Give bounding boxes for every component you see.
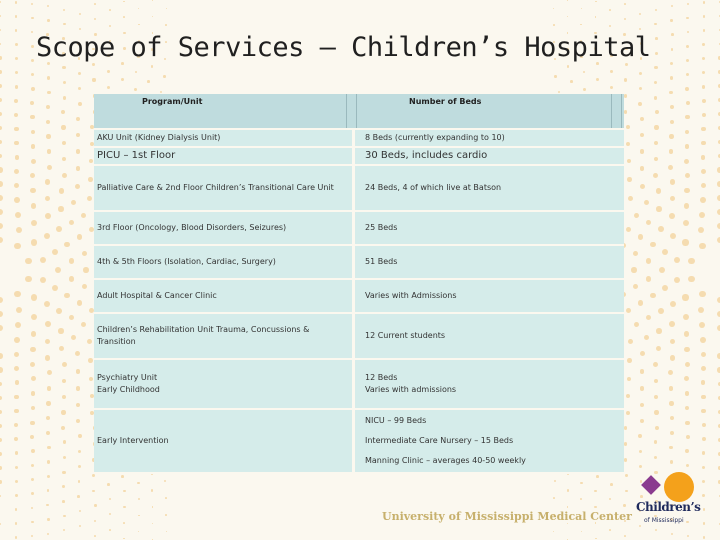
header-program-unit: Program/Unit xyxy=(142,97,203,106)
program-text: Early Childhood xyxy=(97,385,160,394)
beds-text: NICU – 99 Beds xyxy=(365,416,427,425)
program-text: 3rd Floor (Oncology, Blood Disorders, Se… xyxy=(97,223,287,232)
beds-text: Varies with admissions xyxy=(365,385,457,394)
beds-cell: Varies with Admissions xyxy=(352,280,624,312)
table-row: AKU Unit (Kidney Dialysis Unit) 8 Beds (c… xyxy=(94,130,624,148)
table-row: Palliative Care & 2nd Floor Children’s T… xyxy=(94,166,624,212)
program-cell: Adult Hospital & Cancer Clinic xyxy=(94,280,352,312)
table-row: Psychiatry Unit Early Childhood 12 Beds Var… xyxy=(94,360,624,410)
table-row: 4th & 5th Floors (Isolation, Cardiac, Su… xyxy=(94,246,624,280)
table-row: 3rd Floor (Oncology, Blood Disorders, Se… xyxy=(94,212,624,246)
kite-icon xyxy=(641,475,661,495)
program-text: Psychiatry Unit xyxy=(97,373,158,382)
table-row: Children’s Rehabilitation Unit Trauma, C… xyxy=(94,314,624,360)
program-cell: Early Intervention xyxy=(94,410,352,472)
header-number-of-beds: Number of Beds xyxy=(409,97,482,106)
program-cell: Palliative Care & 2nd Floor Children’s T… xyxy=(94,166,352,210)
slide-title: Scope of Services – Children’s Hospital xyxy=(36,32,651,63)
beds-text: Varies with Admissions xyxy=(365,291,457,300)
beds-text: 12 Beds xyxy=(365,373,398,382)
beds-text: 12 Current students xyxy=(365,331,446,340)
beds-text: 24 Beds, 4 of which live at Batson xyxy=(365,183,502,192)
beds-cell: 12 Beds Varies with admissions xyxy=(352,360,624,408)
program-cell: Psychiatry Unit Early Childhood xyxy=(94,360,352,408)
program-text: 4th & 5th Floors (Isolation, Cardiac, Su… xyxy=(97,257,276,266)
table-row: Early Intervention NICU – 99 Beds Intermed… xyxy=(94,410,624,474)
university-name: University of Mississippi Medical Center xyxy=(382,510,632,523)
beds-text: 8 Beds (currently expanding to 10) xyxy=(365,133,505,142)
beds-text: Manning Clinic – averages 40-50 weekly xyxy=(365,456,526,465)
services-table: Program/Unit Number of Beds AKU Unit (Ki… xyxy=(94,94,624,474)
table-row: PICU – 1st Floor 30 Beds, includes cardio xyxy=(94,148,624,166)
decorative-dots-right xyxy=(550,0,720,540)
table-row: Adult Hospital & Cancer Clinic Varies wit… xyxy=(94,280,624,314)
sun-icon xyxy=(664,472,694,502)
beds-cell: 25 Beds xyxy=(352,212,624,244)
program-cell: Children’s Rehabilitation Unit Trauma, C… xyxy=(94,314,352,358)
beds-text: 30 Beds, includes cardio xyxy=(365,150,488,161)
program-text: Palliative Care & 2nd Floor Children’s T… xyxy=(97,183,334,192)
beds-text: 51 Beds xyxy=(365,257,398,266)
logo-brand-text: Children’s xyxy=(636,500,701,514)
logo-sub-text: of Mississippi xyxy=(644,517,684,524)
program-text: Children’s Rehabilitation Unit Trauma, C… xyxy=(97,325,310,346)
beds-cell: 8 Beds (currently expanding to 10) xyxy=(352,130,624,146)
program-cell: 3rd Floor (Oncology, Blood Disorders, Se… xyxy=(94,212,352,244)
childrens-of-mississippi-logo: Children’s of Mississippi xyxy=(634,470,704,532)
beds-text: 25 Beds xyxy=(365,223,398,232)
beds-cell: 51 Beds xyxy=(352,246,624,278)
program-text: PICU – 1st Floor xyxy=(97,150,176,161)
program-text: Adult Hospital & Cancer Clinic xyxy=(97,291,217,300)
program-cell: 4th & 5th Floors (Isolation, Cardiac, Su… xyxy=(94,246,352,278)
program-cell: AKU Unit (Kidney Dialysis Unit) xyxy=(94,130,352,146)
program-text: AKU Unit (Kidney Dialysis Unit) xyxy=(97,133,221,142)
program-cell: PICU – 1st Floor xyxy=(94,148,352,164)
beds-text: Intermediate Care Nursery – 15 Beds xyxy=(365,436,514,445)
beds-cell: NICU – 99 Beds Intermediate Care Nursery … xyxy=(352,410,624,472)
beds-cell: 30 Beds, includes cardio xyxy=(352,148,624,164)
beds-cell: 24 Beds, 4 of which live at Batson xyxy=(352,166,624,210)
table-header: Program/Unit Number of Beds xyxy=(94,94,624,130)
beds-cell: 12 Current students xyxy=(352,314,624,358)
program-text: Early Intervention xyxy=(97,436,169,445)
